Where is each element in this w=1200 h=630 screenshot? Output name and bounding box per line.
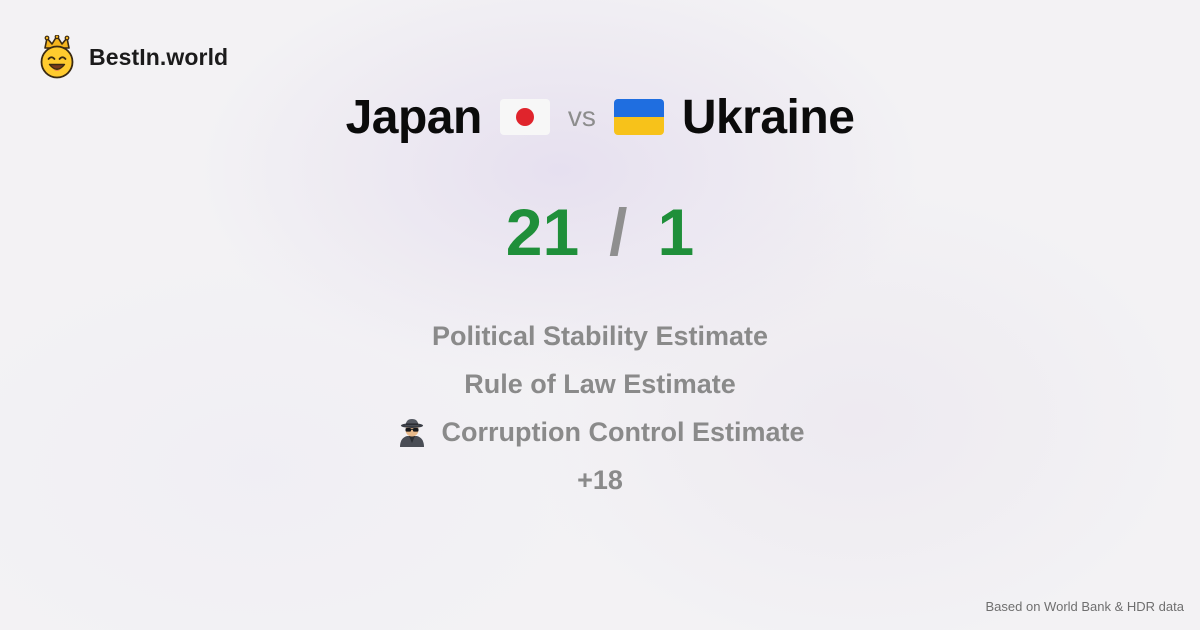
- metric-political-stability: Political Stability Estimate: [432, 312, 768, 360]
- score: 21 / 1: [0, 192, 1200, 272]
- comparison-title: Japan vs Ukraine: [0, 86, 1200, 148]
- metrics-more-count[interactable]: +18: [577, 456, 623, 504]
- smiling-face-with-crown-icon: [40, 35, 74, 79]
- ukraine-flag-icon: [613, 99, 664, 135]
- brand[interactable]: BestIn.world: [38, 35, 228, 79]
- score-separator: /: [609, 195, 628, 269]
- spy-detective-icon: [399, 419, 424, 447]
- metric-label: Political Stability Estimate: [431, 320, 769, 351]
- japan-flag-icon: [499, 99, 550, 135]
- country-right-name[interactable]: Ukraine: [681, 90, 855, 144]
- metric-corruption-control: Corruption Control Estimate: [396, 408, 805, 456]
- country-left-name[interactable]: Japan: [345, 90, 483, 144]
- more-count-label: +18: [577, 464, 623, 495]
- metric-label: Corruption Control Estimate: [441, 416, 805, 447]
- metric-label: Rule of Law Estimate: [464, 368, 736, 399]
- data-source-note: Based on World Bank & HDR data: [985, 599, 1184, 614]
- brand-name: BestIn.world: [89, 43, 229, 70]
- score-left: 21: [505, 195, 580, 269]
- metrics-list: Political Stability Estimate Rule of Law…: [0, 312, 1200, 504]
- metric-rule-of-law: Rule of Law Estimate: [464, 360, 736, 408]
- score-right: 1: [657, 195, 695, 269]
- vs-label: vs: [567, 101, 596, 132]
